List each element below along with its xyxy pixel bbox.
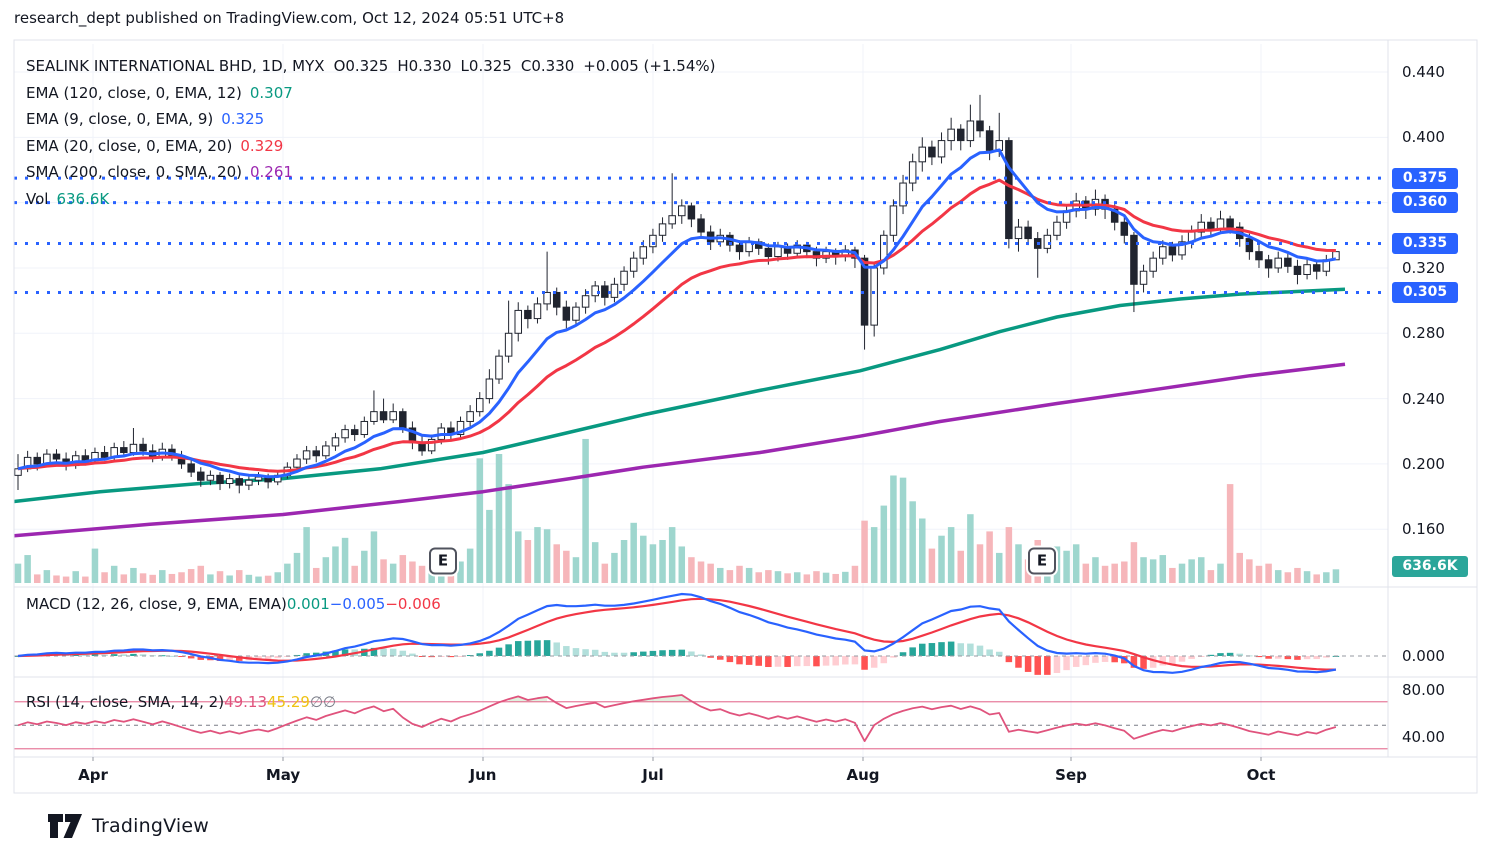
macd-label: MACD (12, 26, close, 9, EMA, EMA) — [26, 595, 287, 613]
indicator-legend-sma200[interactable]: SMA (200, close, 0, SMA, 20) 0.261 — [26, 159, 715, 186]
rsi-legend[interactable]: RSI (14, close, SMA, 14, 2) 49.13 45.29 … — [26, 693, 336, 711]
macd-legend[interactable]: MACD (12, 26, close, 9, EMA, EMA) 0.001 … — [26, 595, 441, 613]
macd-value-hist: 0.001 — [286, 595, 330, 613]
volume-badge: 636.6K — [1392, 555, 1468, 577]
volume-label: Vol — [26, 189, 49, 208]
rsi-axis-label: 40.00 — [1402, 728, 1445, 746]
price-axis-label: 0.160 — [1402, 520, 1445, 539]
indicator-value: 0.325 — [221, 110, 265, 129]
tradingview-logo-icon — [48, 814, 82, 838]
volume-legend[interactable]: Vol 636.6K — [26, 186, 715, 213]
indicator-value: 0.261 — [249, 163, 293, 182]
time-axis-label: May — [265, 766, 301, 784]
indicator-label: SMA (200, close, 0, SMA, 20) — [26, 163, 242, 182]
indicator-label: EMA (9, close, 0, EMA, 9) — [26, 110, 214, 129]
tradingview-attribution[interactable]: TradingView — [48, 812, 209, 840]
macd-value-signal: −0.006 — [385, 595, 441, 613]
chart-legend: SEALINK INTERNATIONAL BHD, 1D, MYX O0.32… — [26, 53, 715, 212]
price-axis-label: 0.440 — [1402, 63, 1445, 81]
price-axis-label: 0.400 — [1402, 128, 1445, 147]
indicator-label: EMA (20, close, 0, EMA, 20) — [26, 136, 233, 155]
symbol-legend-row[interactable]: SEALINK INTERNATIONAL BHD, 1D, MYX O0.32… — [26, 53, 715, 80]
time-axis-label: Sep — [1055, 766, 1087, 784]
indicator-label: EMA (120, close, 0, EMA, 12) — [26, 83, 242, 102]
price-level-badge: 0.375 — [1392, 167, 1458, 189]
symbol-title: SEALINK INTERNATIONAL BHD, 1D, MYX — [26, 57, 325, 76]
price-axis-label: 0.320 — [1402, 258, 1445, 277]
price-axis-label: 0.280 — [1402, 324, 1445, 343]
volume-value: 636.6K — [56, 189, 110, 208]
rsi-axis-label: 80.00 — [1402, 681, 1445, 699]
ohlc-close: C0.330 — [520, 57, 575, 76]
indicator-value: 0.329 — [240, 136, 284, 155]
price-level-badge: 0.335 — [1392, 232, 1458, 254]
macd-value-line: −0.005 — [329, 595, 386, 613]
price-level-badge: 0.360 — [1392, 192, 1458, 214]
rsi-value: 49.13 — [224, 693, 268, 711]
time-axis-label: Jul — [642, 766, 664, 784]
macd-axis-label: 0.000 — [1402, 647, 1445, 665]
indicator-value: 0.307 — [249, 83, 293, 102]
earnings-marker[interactable]: E — [1028, 547, 1056, 575]
byline: research_dept published on TradingView.c… — [14, 9, 565, 27]
rsi-hidden-value-icon: ∅ — [309, 693, 324, 711]
indicator-legend-ema20[interactable]: EMA (20, close, 0, EMA, 20) 0.329 — [26, 133, 715, 160]
price-axis-label: 0.200 — [1402, 454, 1445, 473]
ohlc-open: O0.325 — [333, 57, 389, 76]
indicator-legend-ema9[interactable]: EMA (9, close, 0, EMA, 9) 0.325 — [26, 106, 715, 133]
rsi-hidden-value-icon: ∅ — [323, 693, 337, 711]
price-axis-label: 0.240 — [1402, 389, 1445, 408]
ohlc-low: L0.325 — [460, 57, 512, 76]
time-axis-label: Oct — [1246, 766, 1276, 784]
ohlc-change: +0.005 (+1.54%) — [583, 57, 716, 76]
tradingview-brand-text: TradingView — [92, 815, 209, 837]
time-axis-label: Jun — [469, 766, 497, 784]
rsi-label: RSI (14, close, SMA, 14, 2) — [26, 693, 225, 711]
time-axis-label: Aug — [846, 766, 880, 784]
indicator-legend-ema120[interactable]: EMA (120, close, 0, EMA, 12) 0.307 — [26, 80, 715, 107]
ohlc-high: H0.330 — [397, 57, 452, 76]
price-level-badge: 0.305 — [1392, 281, 1458, 303]
earnings-marker[interactable]: E — [429, 547, 457, 575]
rsi-ma-value: 45.29 — [267, 693, 310, 711]
time-axis-label: Apr — [78, 766, 108, 784]
